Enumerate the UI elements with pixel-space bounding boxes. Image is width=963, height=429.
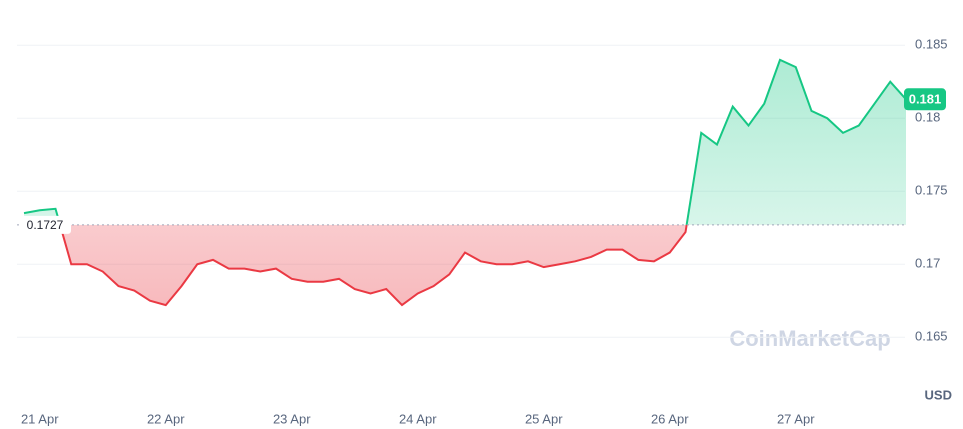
x-tick-label: 27 Apr [777, 411, 815, 426]
watermark: CoinMarketCap [729, 326, 890, 351]
y-tick-label: 0.17 [915, 256, 940, 271]
current-price-label: 0.181 [909, 92, 942, 107]
x-tick-label: 22 Apr [147, 411, 185, 426]
line-up [23, 58, 907, 225]
y-tick-label: 0.185 [915, 37, 948, 52]
baseline-label-box [19, 215, 71, 234]
area-up [24, 59, 906, 225]
x-tick-label: 26 Apr [651, 411, 689, 426]
x-tick-label: 24 Apr [399, 411, 437, 426]
y-tick-label: 0.165 [915, 329, 948, 344]
x-tick-label: 21 Apr [21, 411, 59, 426]
y-tick-label: 0.175 [915, 183, 948, 198]
x-tick-label: 23 Apr [273, 411, 311, 426]
current-price-badge [904, 88, 946, 111]
x-tick-label: 25 Apr [525, 411, 563, 426]
y-tick-label: 0.18 [915, 110, 940, 125]
baseline-label: 0.1727 [27, 218, 64, 232]
area-down [24, 224, 906, 306]
currency-label: USD [925, 387, 952, 402]
line-down [59, 224, 688, 307]
